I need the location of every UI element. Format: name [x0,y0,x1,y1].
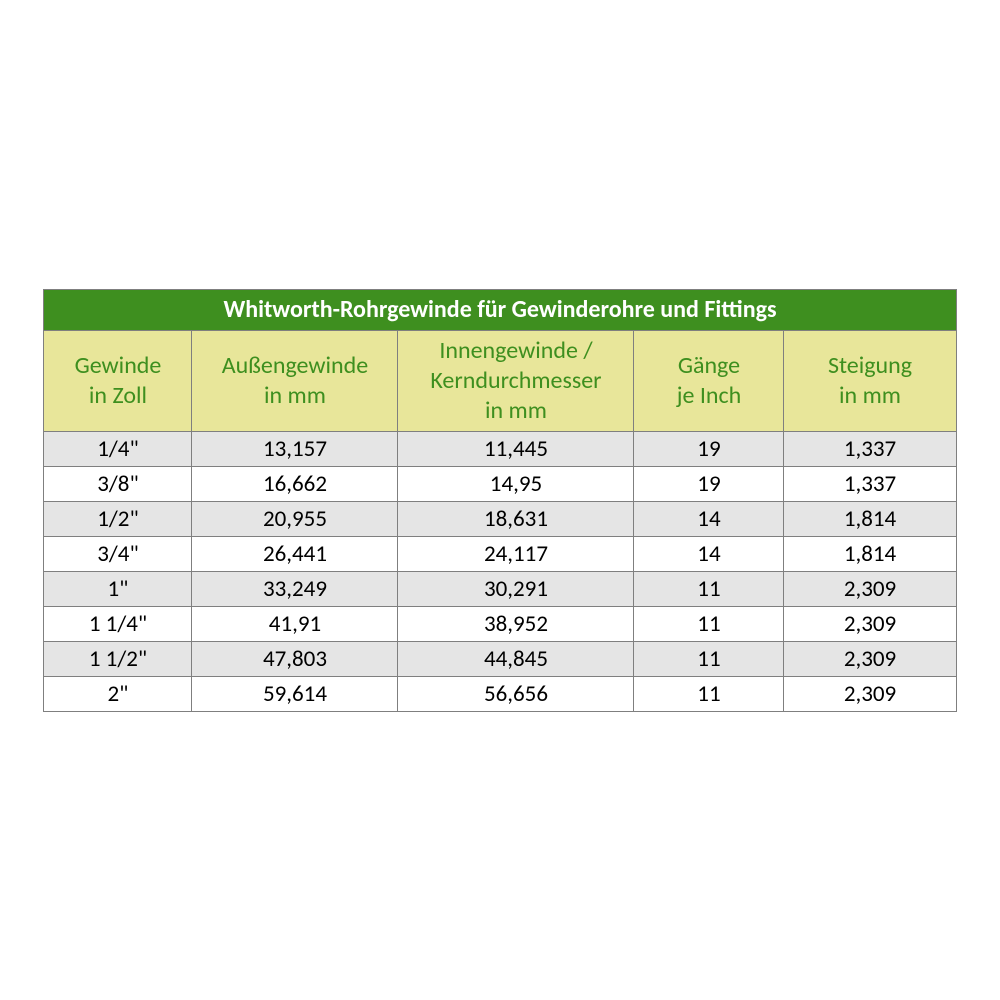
col-header-gaenge: Gänge je Inch [634,330,784,431]
cell: 3/8" [44,466,192,501]
table-row: 1/4" 13,157 11,445 19 1,337 [44,431,956,466]
cell: 26,441 [192,536,398,571]
cell: 33,249 [192,571,398,606]
cell: 19 [634,431,784,466]
cell: 1" [44,571,192,606]
cell: 3/4" [44,536,192,571]
cell: 14 [634,501,784,536]
table-row: 3/8" 16,662 14,95 19 1,337 [44,466,956,501]
cell: 56,656 [398,676,634,711]
cell: 14 [634,536,784,571]
cell: 11 [634,641,784,676]
cell: 16,662 [192,466,398,501]
table-row: 2" 59,614 56,656 11 2,309 [44,676,956,711]
cell: 11 [634,606,784,641]
cell: 11 [634,571,784,606]
table-body: 1/4" 13,157 11,445 19 1,337 3/8" 16,662 … [44,431,956,711]
cell: 11 [634,676,784,711]
cell: 1 1/2" [44,641,192,676]
table-row: 1" 33,249 30,291 11 2,309 [44,571,956,606]
table-row: 3/4" 26,441 24,117 14 1,814 [44,536,956,571]
col-header-steigung: Steigung in mm [784,330,956,431]
cell: 47,803 [192,641,398,676]
cell: 2,309 [784,571,956,606]
cell: 18,631 [398,501,634,536]
cell: 1/4" [44,431,192,466]
table-row: 1/2" 20,955 18,631 14 1,814 [44,501,956,536]
cell: 1 1/4" [44,606,192,641]
cell: 59,614 [192,676,398,711]
cell: 2,309 [784,606,956,641]
cell: 1,337 [784,431,956,466]
table-row: 1 1/4" 41,91 38,952 11 2,309 [44,606,956,641]
table-title: Whitworth-Rohrgewinde für Gewinderohre u… [44,289,956,330]
cell: 13,157 [192,431,398,466]
col-header-innen: Innengewinde / Kerndurchmesser in mm [398,330,634,431]
table-header-row: Gewinde in Zoll Außengewinde in mm Innen… [44,330,956,431]
cell: 41,91 [192,606,398,641]
cell: 2" [44,676,192,711]
cell: 19 [634,466,784,501]
cell: 38,952 [398,606,634,641]
cell: 24,117 [398,536,634,571]
cell: 1,337 [784,466,956,501]
col-header-gewinde: Gewinde in Zoll [44,330,192,431]
col-header-aussen: Außengewinde in mm [192,330,398,431]
cell: 2,309 [784,641,956,676]
cell: 11,445 [398,431,634,466]
cell: 30,291 [398,571,634,606]
cell: 44,845 [398,641,634,676]
cell: 14,95 [398,466,634,501]
cell: 1/2" [44,501,192,536]
cell: 1,814 [784,501,956,536]
cell: 1,814 [784,536,956,571]
cell: 20,955 [192,501,398,536]
cell: 2,309 [784,676,956,711]
whitworth-table: Whitworth-Rohrgewinde für Gewinderohre u… [43,289,956,712]
table-row: 1 1/2" 47,803 44,845 11 2,309 [44,641,956,676]
